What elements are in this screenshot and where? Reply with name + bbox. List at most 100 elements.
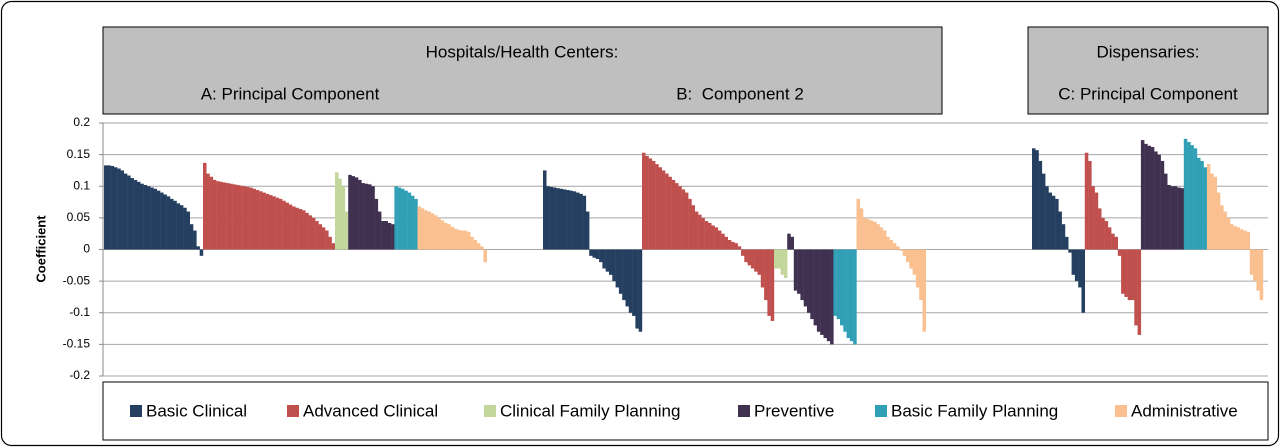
bar (1226, 217, 1231, 250)
bar (882, 230, 887, 250)
bar (127, 175, 131, 250)
bar (622, 249, 626, 301)
bar (417, 206, 421, 250)
bar (483, 249, 487, 263)
bar (896, 246, 900, 250)
bar (318, 224, 322, 250)
bar (797, 249, 801, 294)
bar (1088, 160, 1092, 250)
bar (1101, 217, 1105, 250)
bar (285, 202, 289, 250)
bar (110, 166, 115, 250)
bar (239, 185, 243, 250)
bar (1259, 249, 1264, 301)
bar (1203, 167, 1208, 250)
bar (906, 249, 910, 263)
bar (698, 214, 702, 250)
bar (826, 249, 831, 342)
bar (153, 188, 157, 250)
bar (196, 246, 200, 250)
y-tick-label: 0.05 (67, 210, 91, 224)
bar (480, 246, 484, 250)
bar (1256, 249, 1260, 291)
bar (585, 211, 590, 250)
bar (203, 162, 207, 250)
bar (302, 210, 306, 250)
bar (701, 217, 705, 250)
bar (374, 198, 379, 250)
bar (750, 249, 755, 269)
bar (576, 192, 580, 250)
bar (909, 249, 913, 269)
bar (632, 249, 636, 316)
bar (113, 167, 118, 250)
bar (651, 160, 656, 250)
bar (879, 227, 884, 250)
bar (328, 236, 332, 250)
bar (156, 190, 161, 250)
bar (1055, 198, 1059, 250)
bar (694, 211, 699, 250)
bar (463, 230, 468, 250)
bar (846, 249, 851, 339)
bar (599, 249, 603, 263)
bar (298, 209, 303, 250)
bar (642, 152, 646, 250)
bar (430, 213, 435, 250)
legend-swatch (875, 405, 887, 417)
bar (1127, 249, 1132, 301)
bar (830, 249, 834, 345)
bar (863, 217, 867, 250)
bar (688, 198, 692, 250)
bar (460, 230, 464, 250)
bar (179, 205, 184, 250)
bar (368, 184, 372, 250)
bar (437, 217, 441, 250)
bar (704, 221, 709, 250)
bar (691, 205, 695, 250)
bar (1134, 249, 1138, 326)
bar (783, 249, 788, 278)
bar (394, 186, 398, 250)
bar (275, 197, 280, 250)
bar (1187, 141, 1191, 250)
bar (747, 249, 752, 266)
bar (1081, 249, 1085, 313)
bar (859, 208, 864, 250)
bar (582, 195, 587, 250)
bar (1074, 249, 1079, 282)
bar (361, 183, 365, 250)
bar (143, 184, 148, 250)
bar (262, 192, 266, 250)
bar (229, 183, 233, 250)
bar (288, 204, 293, 250)
bar (311, 217, 316, 250)
bar (1140, 140, 1145, 250)
bar (1243, 230, 1247, 250)
bar (236, 184, 240, 250)
bar (873, 221, 877, 250)
bar (816, 249, 821, 332)
bar (232, 184, 237, 250)
legend-label: Clinical Family Planning (500, 401, 680, 420)
bar (744, 249, 748, 263)
bar (216, 181, 220, 250)
bar (721, 233, 725, 250)
bar (902, 249, 907, 256)
bar (470, 236, 474, 250)
bar (209, 176, 214, 250)
bar (919, 249, 923, 301)
bar (1160, 160, 1165, 250)
bar (381, 221, 385, 250)
panel-title: A: Principal Component (201, 84, 380, 103)
bar (1058, 211, 1062, 250)
header-title: Hospitals/Health Centers: (426, 42, 619, 61)
bar (1091, 186, 1095, 250)
bar (130, 178, 134, 250)
bar (401, 188, 405, 250)
bar (1253, 249, 1257, 282)
y-tick-label: -0.1 (69, 305, 90, 319)
bar (427, 211, 431, 250)
bar (1150, 147, 1155, 250)
bar (579, 193, 583, 250)
